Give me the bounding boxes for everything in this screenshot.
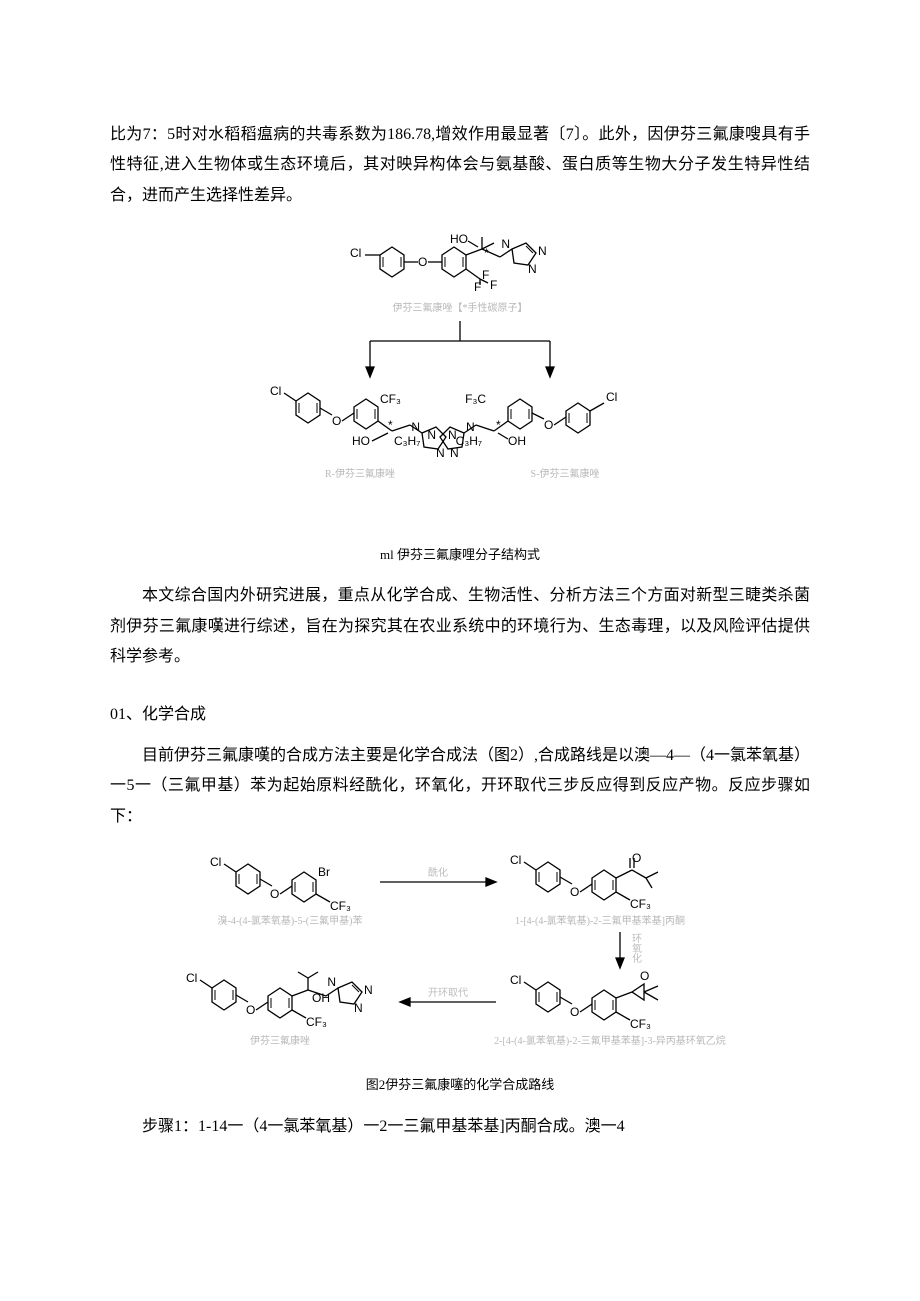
f2-tr-label: 1-[4-(4-氯苯氧基)-2-三氟甲基苯基]丙酮 bbox=[515, 914, 685, 927]
atom-o-l: O bbox=[332, 414, 341, 428]
f2-br-oepo: O bbox=[640, 969, 649, 983]
atom-oh-r: OH bbox=[508, 434, 526, 448]
atom-f3c-r: F₃C bbox=[465, 392, 486, 406]
f2-arrow1: 酰化 bbox=[428, 866, 448, 879]
f2-bl-label: 伊芬三氟康唑 bbox=[250, 1034, 310, 1047]
paragraph-2: 本文综合国内外研究进展，重点从化学合成、生物活性、分析方法三个方面对新型三睫类杀… bbox=[110, 581, 810, 672]
f2-tr-o: O bbox=[570, 885, 579, 899]
f2-tl-cl: Cl bbox=[210, 855, 221, 869]
f2-bl-cl: Cl bbox=[186, 971, 197, 985]
atom-n3: N bbox=[528, 262, 537, 276]
chiral-star: * bbox=[484, 246, 489, 260]
atom-o-r: O bbox=[544, 418, 553, 432]
paragraph-1: 比为7：5时对水稻稻瘟病的共毒系数为186.78,增效作用最显著〔7〕。此外，因… bbox=[110, 120, 810, 211]
atom-ho: HO bbox=[450, 232, 468, 246]
figure-2-caption: 图2伊芬三氟康噻的化学合成路线 bbox=[110, 1073, 810, 1098]
atom-n-l1: N bbox=[411, 420, 420, 434]
f2-tl-label: 溴-4-(4-氯苯氧基)-5-(三氟甲基)苯 bbox=[218, 914, 363, 927]
atom-n1: N bbox=[501, 237, 510, 251]
atom-cf3-l: CF₃ bbox=[380, 392, 401, 406]
atom-c3h7-l: C₃H₇ bbox=[394, 434, 420, 448]
figure-1-caption: ml 伊芬三氟康哩分子结构式 bbox=[110, 543, 810, 568]
f2-bl-oh: OH bbox=[312, 991, 330, 1005]
f2-bl-o: O bbox=[246, 1003, 255, 1017]
atom-f3: F bbox=[490, 278, 497, 292]
figure-1-svg: Cl O HO * bbox=[250, 225, 670, 525]
atom-cl-r: Cl bbox=[606, 390, 617, 404]
f2-bl-n1: N bbox=[327, 975, 336, 989]
figure-2: Cl O Br CF₃ 溴-4-(4-氯苯氧基)-5-(三氟甲基)苯 酰化 bbox=[110, 846, 810, 1067]
f2-bl-n2: N bbox=[364, 983, 373, 997]
star-l: * bbox=[388, 418, 393, 432]
section-1-title: 01、化学合成 bbox=[110, 700, 810, 730]
f2-tl-cf3: CF₃ bbox=[330, 899, 351, 913]
f2-tl-br: Br bbox=[318, 865, 330, 879]
f2-bl-cf3: CF₃ bbox=[306, 1015, 327, 1029]
atom-cl-l: Cl bbox=[270, 384, 281, 398]
atom-n-r3: N bbox=[450, 446, 459, 460]
fig1-right-label: S-伊芬三氟康唑 bbox=[531, 467, 600, 480]
atom-cl: Cl bbox=[350, 246, 361, 260]
figure-1: Cl O HO * bbox=[110, 225, 810, 536]
fig1-left-label: R-伊芬三氟康唑 bbox=[325, 467, 395, 480]
atom-n2: N bbox=[538, 244, 547, 258]
atom-o: O bbox=[418, 255, 427, 269]
atom-ho-l: HO bbox=[352, 434, 370, 448]
paragraph-4: 步骤1：1-14一（4一氯苯氧基）一2一三氟甲基苯基]丙酮合成。澳一4 bbox=[110, 1112, 810, 1142]
fig1-top-label: 伊芬三氟康唑【*手性碳原子】 bbox=[393, 301, 528, 314]
f2-br-label: 2-[4-(4-氯苯氧基)-2-三氟甲基苯基]-3-异丙基环氧乙烷 bbox=[494, 1034, 726, 1047]
f2-br-o: O bbox=[570, 1005, 579, 1019]
f2-bl-n3: N bbox=[354, 1001, 363, 1015]
f2-tr-cf3: CF₃ bbox=[630, 897, 651, 911]
f2-br-cl: Cl bbox=[510, 973, 521, 987]
f2-arrow3: 开环取代 bbox=[428, 987, 468, 999]
atom-c3h7-r: C₃H₇ bbox=[456, 434, 482, 448]
page: 比为7：5时对水稻稻瘟病的共毒系数为186.78,增效作用最显著〔7〕。此外，因… bbox=[0, 0, 920, 1226]
f2-tr-cl: Cl bbox=[510, 853, 521, 867]
star-r: * bbox=[496, 418, 501, 432]
atom-n-l3: N bbox=[436, 446, 445, 460]
f2-tl-o: O bbox=[270, 887, 279, 901]
figure-2-svg: Cl O Br CF₃ 溴-4-(4-氯苯氧基)-5-(三氟甲基)苯 酰化 bbox=[180, 846, 740, 1056]
atom-n-r2: N bbox=[427, 428, 436, 442]
atom-n-r1: N bbox=[466, 420, 475, 434]
f2-arrow2c: 化 bbox=[632, 952, 642, 965]
f2-br-cf3: CF₃ bbox=[630, 1017, 651, 1031]
paragraph-3: 目前伊芬三氟康嘆的合成方法主要是化学合成法（图2）,合成路线是以澳—4—（4一氯… bbox=[110, 741, 810, 832]
